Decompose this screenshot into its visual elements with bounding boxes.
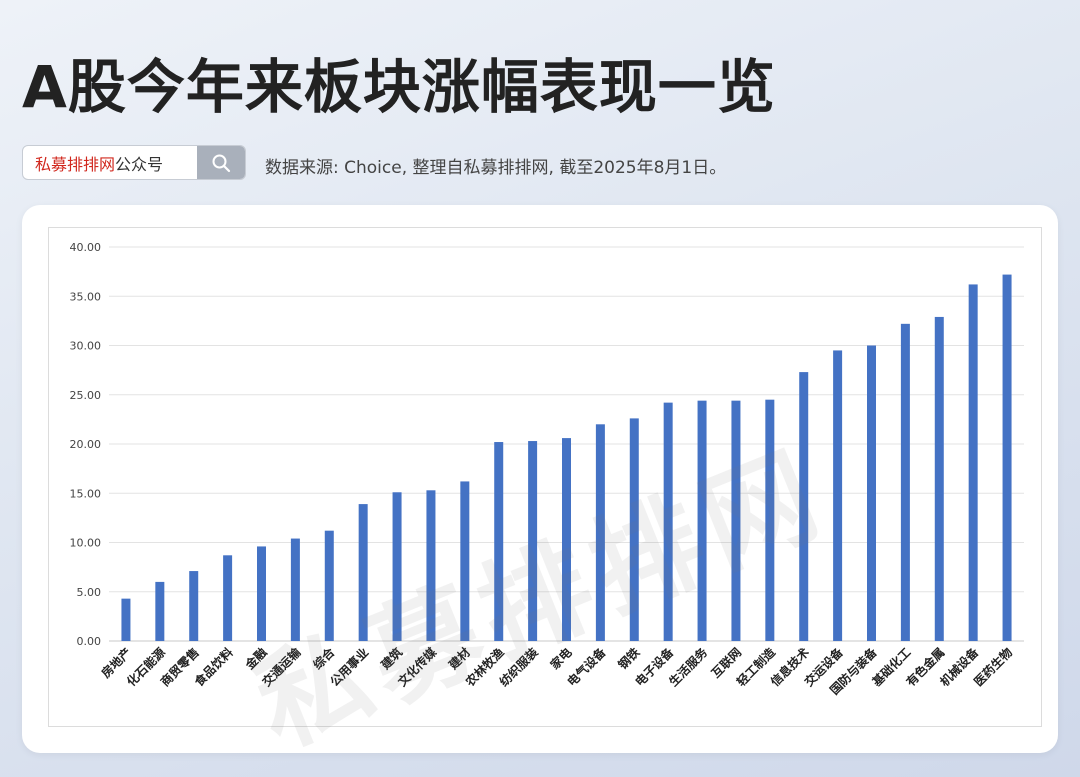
bar bbox=[1002, 274, 1012, 641]
bar bbox=[155, 581, 165, 641]
bar bbox=[494, 442, 504, 641]
search-icon bbox=[212, 154, 231, 172]
bar bbox=[697, 400, 707, 641]
bar bbox=[121, 598, 131, 641]
y-tick-label: 20.00 bbox=[70, 438, 102, 451]
bar bbox=[629, 418, 639, 641]
bar bbox=[358, 504, 368, 641]
x-tick-label: 钢铁 bbox=[615, 645, 643, 673]
bar bbox=[663, 402, 673, 641]
x-tick-label: 生活服务 bbox=[666, 644, 711, 689]
bar bbox=[189, 571, 199, 641]
bar bbox=[257, 546, 266, 641]
brand-label: 私募排排网 公众号 bbox=[23, 146, 197, 179]
y-tick-label: 25.00 bbox=[70, 389, 102, 402]
bar bbox=[223, 555, 233, 641]
brand-name: 私募排排网 bbox=[35, 154, 116, 174]
bar bbox=[833, 350, 843, 641]
bar bbox=[900, 323, 910, 641]
bar bbox=[731, 400, 741, 641]
data-source-note: 数据来源: Choice, 整理自私募排排网, 截至2025年8月1日。 bbox=[265, 158, 727, 178]
bar-chart: 0.00 5.00 10.00 15.00 20.00 25.00 30.00 35.00 40… bbox=[70, 241, 1024, 698]
search-box[interactable]: 私募排排网 公众号 bbox=[22, 145, 246, 180]
bar bbox=[799, 372, 809, 641]
bar bbox=[426, 490, 436, 641]
brand-suffix: 公众号 bbox=[115, 154, 164, 174]
bar bbox=[528, 441, 538, 641]
bar bbox=[595, 424, 605, 641]
bar bbox=[765, 399, 775, 641]
y-tick-label: 15.00 bbox=[70, 487, 102, 500]
page-title: A股今年来板块涨幅表现一览 bbox=[22, 53, 776, 121]
y-tick-label: 0.00 bbox=[77, 635, 102, 648]
bar bbox=[290, 538, 300, 641]
y-tick-label: 30.00 bbox=[70, 340, 102, 353]
chart-frame: 0.00 5.00 10.00 15.00 20.00 25.00 30.00 35.00 40… bbox=[48, 227, 1042, 771]
y-tick-label: 35.00 bbox=[70, 290, 102, 303]
y-tick-label: 40.00 bbox=[70, 241, 102, 254]
bar bbox=[392, 492, 402, 641]
bar bbox=[867, 345, 876, 641]
bar bbox=[324, 530, 334, 641]
search-button[interactable] bbox=[197, 146, 245, 179]
bar bbox=[562, 438, 571, 641]
chart-card: 0.00 5.00 10.00 15.00 20.00 25.00 30.00 35.00 40… bbox=[22, 205, 1058, 771]
bar bbox=[460, 481, 470, 641]
y-tick-label: 5.00 bbox=[77, 586, 102, 599]
bar bbox=[968, 284, 978, 641]
y-tick-label: 10.00 bbox=[70, 537, 102, 550]
bar bbox=[934, 316, 944, 641]
